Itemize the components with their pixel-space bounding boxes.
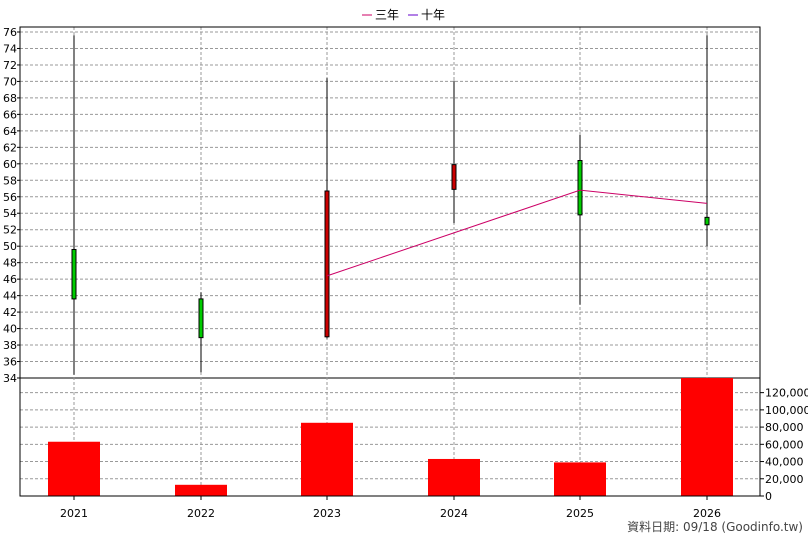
candle-body — [704, 216, 710, 226]
price-tick-label: 48 — [3, 257, 17, 270]
price-tick-label: 72 — [3, 59, 17, 72]
price-tick-label: 44 — [3, 290, 17, 303]
price-tick-label: 70 — [3, 75, 17, 88]
x-tick-label: 2024 — [440, 507, 468, 520]
volume-tick-label: 20,000 — [765, 473, 804, 486]
volume-tick-label: 60,000 — [765, 438, 804, 451]
candle-body — [451, 164, 457, 190]
price-tick-label: 36 — [3, 356, 17, 369]
volume-tick-label: 0 — [765, 490, 772, 503]
candle-body — [324, 190, 330, 338]
plot-frame — [19, 26, 761, 497]
price-axis: 34 36 38 40 42 44 46 48 50 52 54 56 58 60 62 64 66 68 70 72… — [3, 26, 20, 385]
volume-bar — [428, 458, 480, 496]
x-axis: 2021 2022 2023 2024 2025 2026 — [60, 496, 721, 520]
volume-bar — [48, 441, 100, 496]
volume-axis: 0 20,000 40,000 60,000 80,000 100,000 120,000 — [760, 387, 808, 503]
x-tick-label: 2022 — [187, 507, 215, 520]
candle-body — [198, 298, 204, 339]
volume-tick-label: 40,000 — [765, 456, 804, 469]
price-tick-label: 64 — [3, 125, 17, 138]
price-tick-label: 58 — [3, 174, 17, 187]
data-date-footer: 資料日期: 09/18 (Goodinfo.tw) — [627, 520, 803, 534]
price-tick-label: 34 — [3, 372, 17, 385]
x-tick-label: 2021 — [60, 507, 88, 520]
legend: 三年 十年 — [362, 8, 445, 22]
price-tick-label: 74 — [3, 42, 17, 55]
price-tick-label: 42 — [3, 306, 17, 319]
price-tick-label: 54 — [3, 207, 17, 220]
candle-body — [577, 160, 583, 216]
x-tick-label: 2023 — [313, 507, 341, 520]
price-tick-label: 52 — [3, 224, 17, 237]
legend-label-three-year: 三年 — [375, 8, 399, 22]
volume-tick-label: 80,000 — [765, 421, 804, 434]
grid — [20, 27, 760, 496]
volume-bar — [175, 484, 227, 496]
price-tick-label: 60 — [3, 158, 17, 171]
volume-bar — [554, 462, 606, 496]
average-lines — [326, 189, 708, 277]
volume-tick-label: 120,000 — [765, 387, 808, 400]
price-tick-label: 62 — [3, 141, 17, 154]
x-tick-label: 2026 — [693, 507, 721, 520]
three-year-line — [326, 189, 708, 277]
price-tick-label: 40 — [3, 323, 17, 336]
legend-label-ten-year: 十年 — [421, 8, 445, 22]
price-tick-label: 66 — [3, 108, 17, 121]
volume-bars — [48, 378, 733, 496]
candlesticks — [71, 35, 710, 375]
price-tick-label: 46 — [3, 273, 17, 286]
price-tick-label: 50 — [3, 240, 17, 253]
price-tick-label: 38 — [3, 339, 17, 352]
price-tick-label: 76 — [3, 26, 17, 39]
price-tick-label: 68 — [3, 92, 17, 105]
x-tick-label: 2025 — [566, 507, 594, 520]
volume-bar — [681, 378, 733, 496]
candle-body — [71, 248, 77, 300]
volume-bar — [301, 422, 353, 496]
price-tick-label: 56 — [3, 191, 17, 204]
volume-tick-label: 100,000 — [765, 404, 808, 417]
